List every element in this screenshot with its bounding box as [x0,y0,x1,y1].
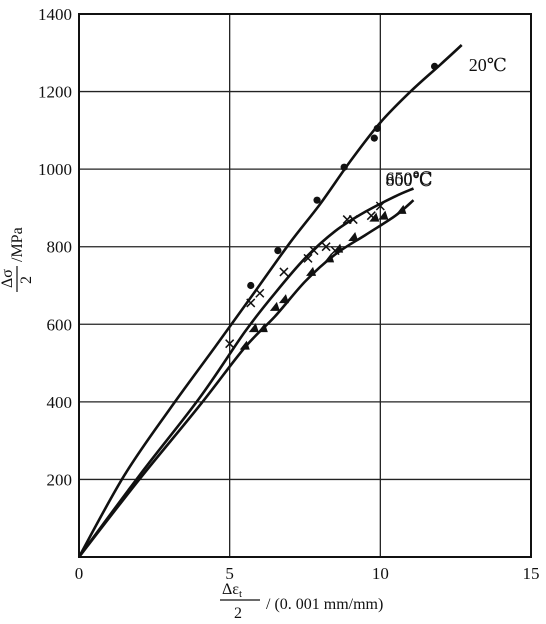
data-point [369,212,380,222]
data-point [225,339,235,349]
data-point [248,323,259,333]
data-point [306,266,317,276]
data-point [348,232,359,242]
series-label: 650℃ [385,169,432,189]
data-point [373,124,381,133]
data-point [247,281,255,290]
data-point [430,62,439,70]
data-point-stroke [321,242,331,252]
x-label-unit: / (0. 001 mm/mm) [266,596,383,613]
data-point [303,253,313,263]
data-point-stroke [366,211,376,221]
data-point [279,267,289,277]
y-label-denominator: 2 [18,276,35,284]
data-point-stroke [225,339,235,349]
y-tick-label: 1400 [38,5,72,24]
series-curve [77,187,415,558]
data-point [348,215,358,225]
y-label-unit: /MPa [9,227,26,262]
x-tick-label: 10 [372,564,389,583]
x-tick-label: 5 [225,564,234,583]
data-point [321,242,331,252]
x-tick-label: 15 [523,564,540,583]
x-label-numerator: Δεt [222,581,242,600]
data-point-stroke [303,253,313,263]
data-point [239,340,250,350]
data-point-stroke [309,246,319,256]
x-tick-label: 0 [75,564,84,583]
series-curve [77,44,463,558]
data-point [255,288,265,298]
data-point [257,323,268,333]
data-point [313,196,321,204]
data-point-stroke [279,267,289,277]
data-point [324,253,335,263]
x-label-denominator: 2 [234,605,242,622]
data-point [274,246,282,255]
series-label: 20℃ [469,55,507,75]
y-tick-labels: 200 400 600 800 1000 1200 1400 [38,5,72,489]
y-axis-label: Δσ 2 /MPa [0,227,35,292]
series-curves [77,44,463,558]
data-point [378,210,389,220]
x-axis-label: Δεt 2 / (0. 001 mm/mm) [220,581,383,622]
data-point-stroke [375,201,385,211]
data-point [333,243,344,253]
data-point [309,246,319,256]
y-tick-label: 1200 [38,83,72,102]
y-label-numerator: Δσ [0,269,16,288]
data-point [375,201,385,211]
data-point-stroke [246,298,256,308]
y-tick-label: 200 [47,470,73,489]
data-point [269,301,280,311]
data-point [396,204,407,214]
data-point [370,134,378,142]
y-tick-label: 600 [47,315,73,334]
plot-frame [78,13,532,558]
data-point-stroke [348,215,358,225]
data-point [340,163,348,171]
grid [79,14,531,557]
data-point [246,298,256,308]
x-tick-labels: 0 5 10 15 [75,564,540,583]
series-curve [77,199,415,558]
series-label: 800℃ [385,170,432,190]
y-tick-label: 800 [47,238,73,257]
y-tick-label: 400 [47,393,73,412]
data-point-stroke [255,288,265,298]
data-point [278,294,289,304]
y-tick-label: 1000 [38,160,72,179]
series-markers [225,62,439,350]
